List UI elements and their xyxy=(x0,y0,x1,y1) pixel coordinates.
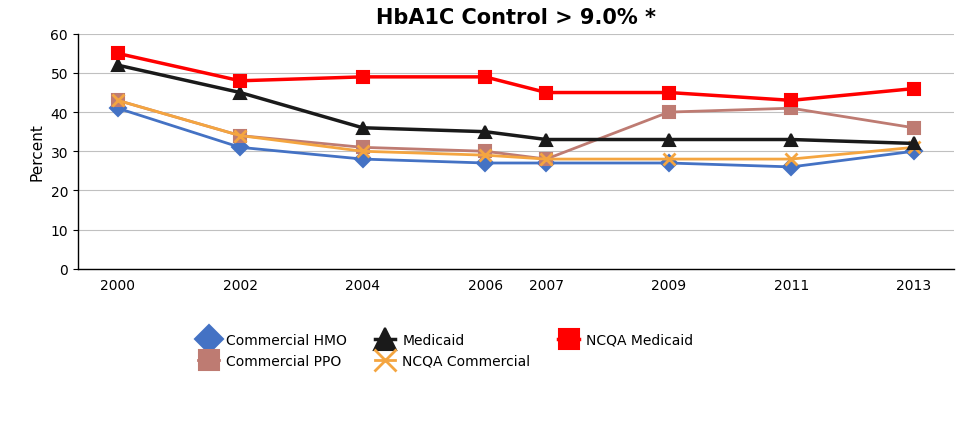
Line: NCQA Commercial: NCQA Commercial xyxy=(111,95,920,166)
Commercial HMO xyxy=(663,161,674,166)
NCQA Medicaid xyxy=(112,52,124,57)
Medicaid xyxy=(112,63,124,69)
Commercial HMO xyxy=(785,165,797,170)
NCQA Commercial xyxy=(234,134,246,139)
Y-axis label: Percent: Percent xyxy=(30,123,45,181)
NCQA Medicaid xyxy=(540,91,552,96)
NCQA Medicaid xyxy=(357,75,369,80)
Medicaid xyxy=(785,138,797,143)
Commercial HMO xyxy=(234,145,246,151)
Line: Medicaid: Medicaid xyxy=(111,60,920,150)
NCQA Commercial xyxy=(785,157,797,162)
NCQA Medicaid xyxy=(785,99,797,104)
Commercial PPO xyxy=(785,106,797,112)
Line: Commercial PPO: Commercial PPO xyxy=(112,95,919,165)
Commercial PPO xyxy=(480,149,491,155)
Commercial HMO xyxy=(112,106,124,112)
NCQA Commercial xyxy=(480,153,491,158)
NCQA Medicaid xyxy=(908,87,919,92)
Commercial HMO xyxy=(357,157,369,162)
NCQA Commercial xyxy=(663,157,674,162)
NCQA Commercial xyxy=(540,157,552,162)
Commercial PPO xyxy=(112,99,124,104)
NCQA Medicaid xyxy=(234,79,246,84)
Commercial HMO xyxy=(908,149,919,155)
Commercial PPO xyxy=(908,126,919,131)
Medicaid xyxy=(480,130,491,135)
Line: NCQA Medicaid: NCQA Medicaid xyxy=(112,49,919,107)
NCQA Medicaid xyxy=(663,91,674,96)
Commercial PPO xyxy=(357,145,369,151)
Commercial HMO xyxy=(480,161,491,166)
Commercial PPO xyxy=(540,157,552,162)
Medicaid xyxy=(357,126,369,131)
Medicaid xyxy=(663,138,674,143)
NCQA Commercial xyxy=(112,99,124,104)
Medicaid xyxy=(540,138,552,143)
Title: HbA1C Control > 9.0% *: HbA1C Control > 9.0% * xyxy=(376,8,656,28)
NCQA Medicaid xyxy=(480,75,491,80)
NCQA Commercial xyxy=(357,149,369,155)
Commercial PPO xyxy=(234,134,246,139)
Medicaid xyxy=(908,141,919,147)
Medicaid xyxy=(234,91,246,96)
Commercial HMO xyxy=(540,161,552,166)
Line: Commercial HMO: Commercial HMO xyxy=(112,103,919,173)
Legend: Commercial HMO, Commercial PPO, Medicaid, NCQA Commercial, NCQA Medicaid: Commercial HMO, Commercial PPO, Medicaid… xyxy=(193,328,699,374)
Commercial PPO xyxy=(663,110,674,115)
NCQA Commercial xyxy=(908,145,919,151)
